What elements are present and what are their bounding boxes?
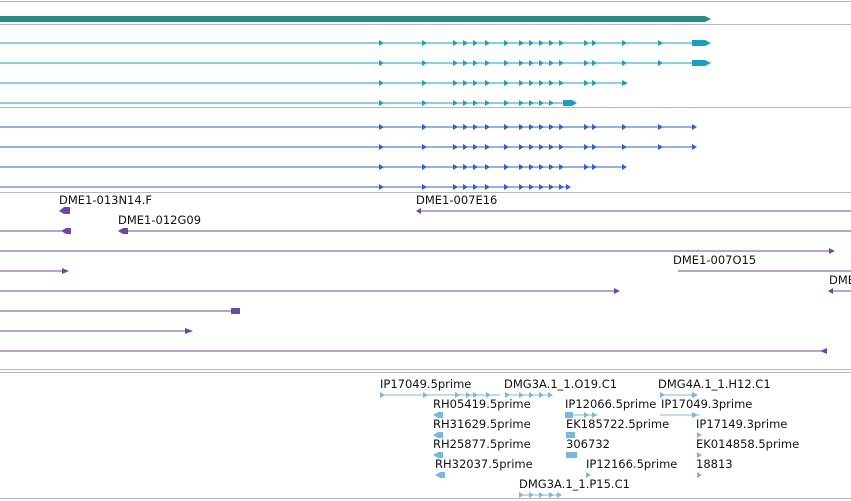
est-label[interactable]: RH32037.5prime: [435, 457, 533, 471]
bac-clone-label[interactable]: DME1-012G09: [118, 213, 202, 227]
bac-clone-feature[interactable]: [0, 268, 69, 274]
bac-clone-label[interactable]: DME1-007E16: [416, 193, 498, 207]
est-label[interactable]: DMG3A.1_1.O19.C1: [504, 377, 618, 391]
est-DMG4A.H12[interactable]: [660, 392, 698, 398]
est-RH05419[interactable]: [433, 412, 443, 418]
est-EK185722[interactable]: [566, 432, 575, 438]
est-IP12066[interactable]: [565, 412, 598, 418]
bac-clone-feature[interactable]: [0, 228, 71, 234]
est-IP17149[interactable]: [697, 432, 702, 438]
est-label[interactable]: EK014858.5prime: [696, 437, 800, 451]
est-label[interactable]: 306732: [566, 437, 610, 451]
track-divider: [0, 107, 851, 108]
est-label[interactable]: IP17149.3prime: [696, 417, 788, 431]
bac-clone-feature[interactable]: [0, 308, 240, 314]
track-divider: [0, 1, 851, 2]
bac-clone-feature[interactable]: [0, 248, 835, 254]
track-divider: [0, 372, 851, 373]
track-divider: [0, 192, 851, 193]
est-306732[interactable]: [566, 452, 577, 458]
transcript-cyan-3[interactable]: [0, 80, 628, 86]
est-RH32037[interactable]: [435, 472, 445, 478]
gene-feature[interactable]: [0, 16, 711, 22]
est-label[interactable]: EK185722.5prime: [566, 417, 670, 431]
track-divider: [0, 369, 851, 370]
transcript-blue-2[interactable]: [0, 144, 697, 150]
est-EK014858[interactable]: [697, 452, 702, 458]
est-IP17049.5prime[interactable]: [380, 392, 500, 398]
transcript-cyan-1[interactable]: [0, 40, 711, 46]
est-IP17049.3prime[interactable]: [660, 412, 700, 418]
bac-clone-013N14[interactable]: [59, 207, 70, 214]
est-label[interactable]: 18813: [696, 457, 733, 471]
transcript-blue-4[interactable]: [0, 184, 571, 190]
est-label[interactable]: RH31629.5prime: [433, 417, 531, 431]
transcript-blue-1[interactable]: [0, 124, 697, 130]
bac-clone-feature[interactable]: [0, 328, 193, 334]
bac-clone-label[interactable]: DME1-013N14.F: [59, 193, 152, 207]
track-divider: [0, 498, 851, 499]
est-RH31629[interactable]: [433, 432, 443, 438]
bac-clone-label[interactable]: DME1-007O15: [673, 253, 757, 267]
est-label[interactable]: IP17049.3prime: [661, 397, 753, 411]
transcript-cyan-4[interactable]: [0, 100, 577, 106]
bac-clone-label[interactable]: DME: [829, 273, 851, 287]
track-divider: [0, 24, 851, 25]
est-IP12166[interactable]: [586, 472, 591, 478]
est-RH25877[interactable]: [433, 452, 443, 458]
transcript-blue-3[interactable]: [0, 164, 627, 170]
est-label[interactable]: IP12166.5prime: [586, 457, 678, 471]
est-label[interactable]: DMG4A.1_1.H12.C1: [658, 377, 771, 391]
est-label[interactable]: DMG3A.1_1.P15.C1: [519, 477, 630, 491]
bac-clone-feature[interactable]: [0, 348, 827, 354]
est-18813[interactable]: [697, 472, 702, 478]
est-DMG3A.O19[interactable]: [505, 392, 553, 398]
est-label[interactable]: RH25877.5prime: [433, 437, 531, 451]
transcript-cyan-2[interactable]: [0, 60, 711, 66]
bac-clone-012G09[interactable]: [118, 228, 851, 234]
est-DMG3A.P15[interactable]: [519, 492, 562, 498]
bac-clone-dme[interactable]: [828, 288, 851, 294]
est-label[interactable]: IP17049.5prime: [380, 377, 472, 391]
bac-clone-feature[interactable]: [0, 288, 620, 294]
bac-clone-007E16[interactable]: [416, 208, 851, 214]
est-label[interactable]: IP12066.5prime: [565, 397, 657, 411]
est-label[interactable]: RH05419.5prime: [433, 397, 531, 411]
